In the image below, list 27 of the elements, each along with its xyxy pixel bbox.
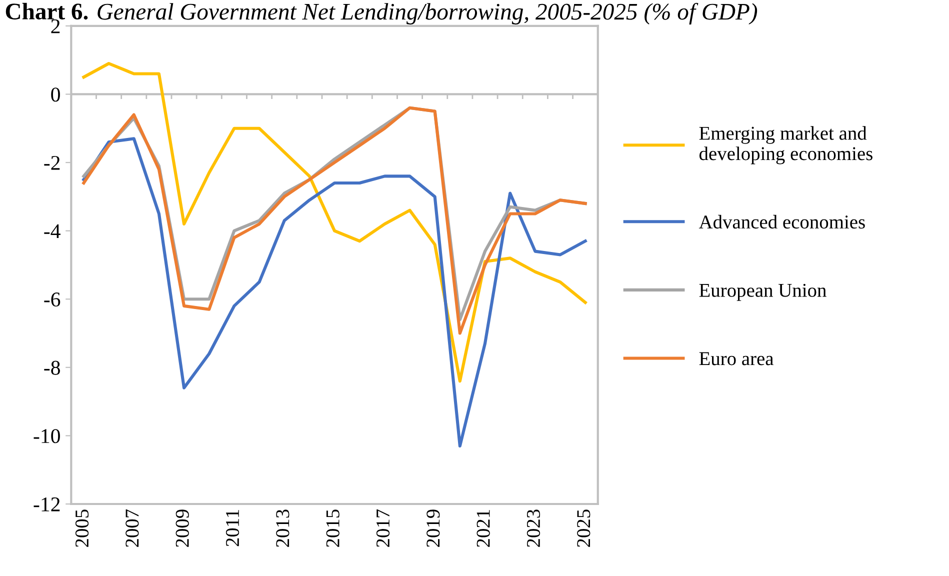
x-tick-label: 2011: [226, 510, 240, 546]
legend-label: European Union: [699, 284, 826, 301]
y-tick-label: -4: [44, 224, 60, 238]
line-series: [82, 62, 587, 383]
y-tick-label: 2: [51, 19, 60, 34]
y-tick-label: -12: [34, 497, 60, 512]
legend-label: Emerging market and developing economies: [699, 126, 872, 164]
x-tick-label: 2007: [126, 509, 139, 547]
x-tick-label: 2023: [526, 510, 540, 547]
y-tick-label: -10: [34, 429, 60, 444]
y-tick-label: 0: [51, 88, 60, 102]
legend-label: Euro area: [699, 352, 774, 366]
legend-label: Advanced economies: [698, 214, 865, 229]
x-tick-label: 2021: [476, 510, 490, 547]
x-tick-label: 2025: [577, 510, 590, 547]
x-tick-label: 2013: [276, 510, 290, 547]
x-tick-label: 2019: [426, 510, 440, 547]
y-tick-label: -8: [44, 360, 60, 375]
x-tick-label: 2017: [376, 509, 390, 547]
line-series: [82, 137, 587, 448]
y-tick-label: -6: [44, 292, 60, 307]
x-tick-label: 2005: [75, 510, 89, 547]
x-tick-label: 2009: [176, 510, 189, 547]
y-tick-label: -2: [44, 156, 60, 170]
x-tick-label: 2015: [326, 510, 340, 547]
chart-subtitle: General Government Net Lending/borrowing, 2005-2025 (% of GDP): [98, 2, 758, 25]
chart-title: Chart 6.: [6, 2, 88, 20]
